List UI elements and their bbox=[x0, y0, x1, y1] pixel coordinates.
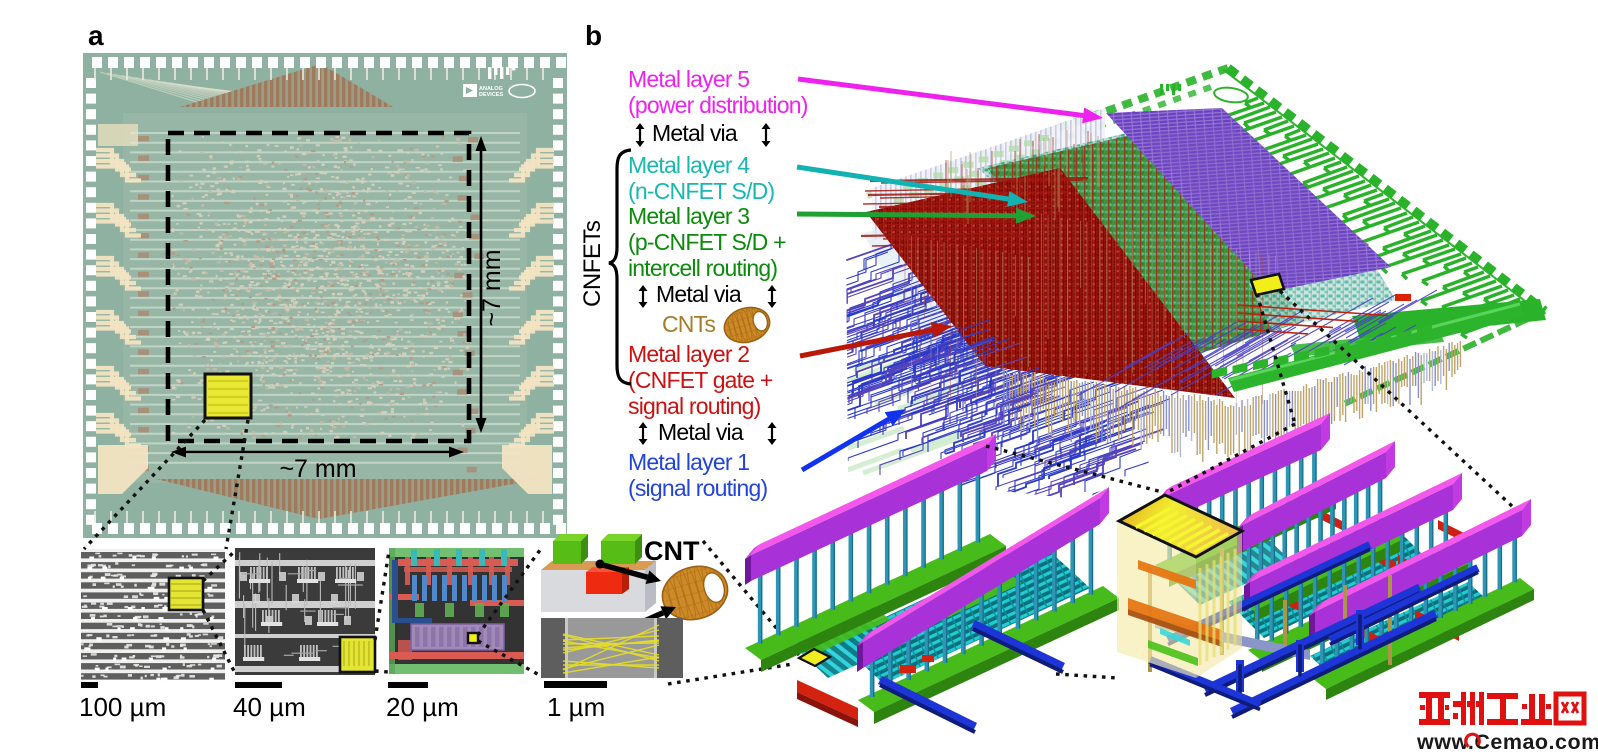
svg-text:CNTs: CNTs bbox=[662, 311, 715, 337]
svg-text:intercell routing): intercell routing) bbox=[628, 255, 777, 281]
svg-text:(p-CNFET S/D +: (p-CNFET S/D + bbox=[628, 229, 786, 255]
svg-text:signal routing): signal routing) bbox=[628, 393, 761, 419]
svg-text:CNT: CNT bbox=[644, 536, 700, 566]
svg-text:Metal via: Metal via bbox=[656, 281, 742, 307]
svg-text:CNFETs: CNFETs bbox=[579, 220, 606, 307]
svg-text:Metal layer 4: Metal layer 4 bbox=[628, 152, 750, 178]
svg-text:1 µm: 1 µm bbox=[547, 692, 605, 722]
svg-text:~7 mm: ~7 mm bbox=[279, 455, 356, 483]
svg-text:(n-CNFET S/D): (n-CNFET S/D) bbox=[628, 178, 774, 204]
svg-text:Metal via: Metal via bbox=[652, 120, 738, 146]
svg-text:40 µm: 40 µm bbox=[233, 692, 306, 722]
svg-text:Metal layer 1: Metal layer 1 bbox=[628, 449, 749, 475]
svg-text:ANALOG: ANALOG bbox=[479, 86, 503, 92]
svg-text:~7 mm: ~7 mm bbox=[478, 249, 506, 326]
svg-text:www.Cemao.com: www.Cemao.com bbox=[1416, 730, 1598, 754]
svg-text:Metal via: Metal via bbox=[658, 419, 744, 445]
svg-text:(CNFET gate +: (CNFET gate + bbox=[628, 367, 773, 393]
svg-text:20 µm: 20 µm bbox=[386, 692, 459, 722]
svg-text:b: b bbox=[585, 20, 602, 51]
svg-text:DEVICES: DEVICES bbox=[479, 92, 503, 98]
svg-text:Metal layer 3: Metal layer 3 bbox=[628, 203, 749, 229]
svg-text:a: a bbox=[88, 20, 104, 51]
svg-text:Metal layer 2: Metal layer 2 bbox=[628, 341, 749, 367]
svg-text:(signal routing): (signal routing) bbox=[628, 475, 767, 501]
svg-text:Metal layer 5: Metal layer 5 bbox=[628, 66, 749, 92]
svg-text:100 µm: 100 µm bbox=[79, 692, 166, 722]
svg-text:(power distribution): (power distribution) bbox=[628, 92, 808, 118]
